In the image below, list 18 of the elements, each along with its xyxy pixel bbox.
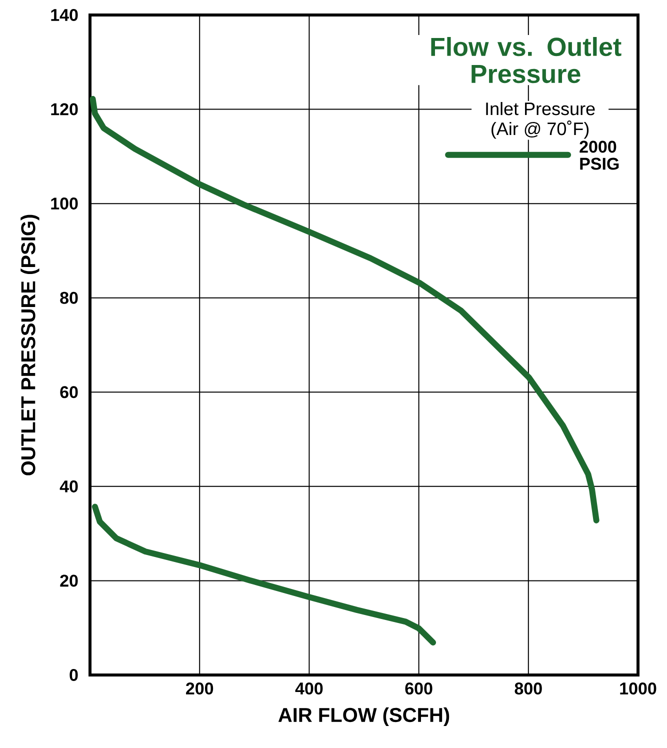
y-tick-label: 0 [70, 668, 78, 682]
x-tick-label: 600 [405, 682, 432, 695]
x-tick-label: 400 [295, 682, 323, 695]
y-tick-label: 100 [51, 198, 78, 210]
x-axis-title: AIR FLOW (SCFH) [278, 707, 450, 726]
y-tick-label: 40 [60, 480, 78, 492]
x-tick-label: 800 [514, 682, 542, 695]
y-tick-label: 20 [60, 574, 78, 587]
y-tick-label: 120 [51, 103, 78, 116]
x-tick-label: 1000 [620, 682, 656, 695]
y-tick-label: 60 [60, 386, 78, 398]
legend-title: Inlet Pressure (Air @ 70˚F) [486, 102, 595, 139]
text: Flow vs. Outlet Pressure [431, 36, 622, 84]
y-axis-title: OUTLET PRESSURE (PSIG) [20, 214, 40, 476]
y-tick-label: 80 [60, 292, 78, 304]
text: 2000 PSIG [580, 140, 619, 170]
x-tick-label: 200 [186, 682, 214, 695]
y-tick-label: 140 [51, 8, 78, 22]
